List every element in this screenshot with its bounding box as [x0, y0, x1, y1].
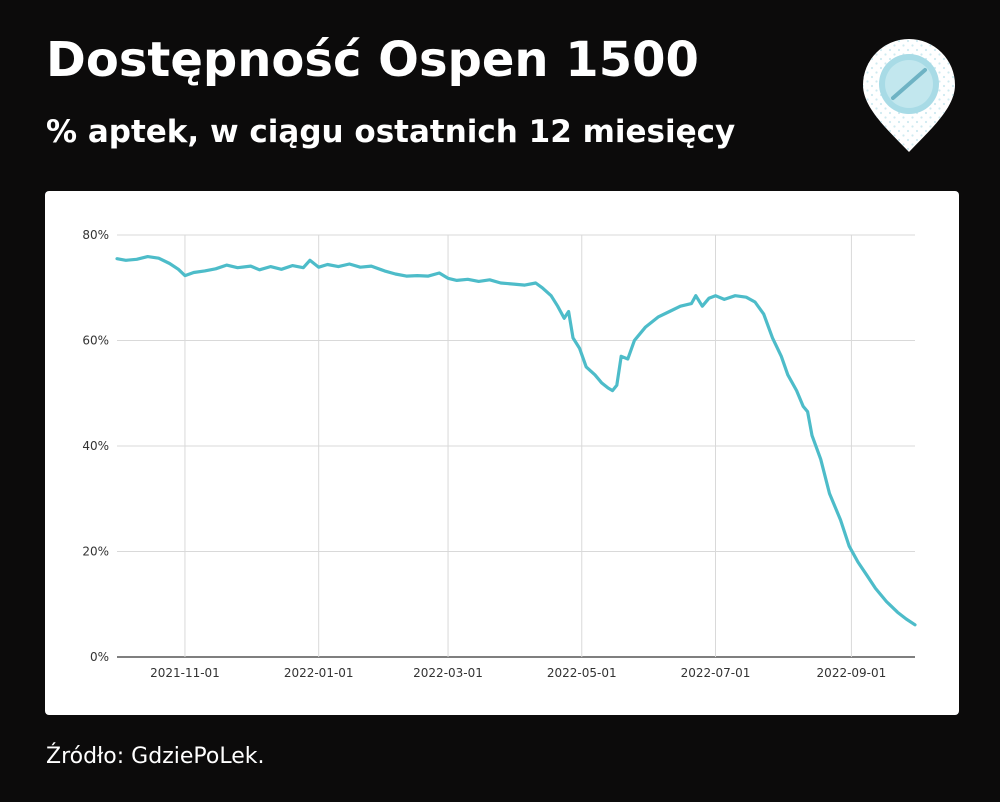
x-tick-label: 2022-01-01	[284, 666, 354, 680]
series-line	[115, 255, 917, 627]
source-note: Źródło: GdziePoLek.	[46, 744, 265, 769]
chart-card: 0% 20% 40% 60% 80% 2021-11-01 2022-01-01 2022-…	[45, 191, 959, 715]
page-subtitle: % aptek, w ciągu ostatnich 12 miesięcy	[46, 114, 736, 150]
line-chart: 0% 20% 40% 60% 80% 2021-11-01 2022-01-01 2022-…	[82, 228, 917, 680]
x-tick-label: 2022-07-01	[681, 666, 751, 680]
y-tick-labels: 0% 20% 40% 60% 80%	[82, 228, 109, 664]
logo-graphic	[863, 39, 955, 152]
y-tick-label: 0%	[90, 650, 109, 664]
y-tick-label: 60%	[82, 334, 109, 348]
pill-score-line	[891, 68, 927, 100]
x-gridlines	[184, 235, 852, 657]
y-tick-label: 40%	[82, 439, 109, 453]
x-tick-label: 2022-09-01	[817, 666, 887, 680]
y-tick-label: 80%	[82, 228, 109, 242]
x-tick-label: 2022-05-01	[547, 666, 617, 680]
pill-location-pin-icon	[860, 38, 958, 156]
x-tick-labels: 2021-11-01 2022-01-01 2022-03-01 2022-05-01…	[150, 666, 886, 680]
x-tick-label: 2022-03-01	[413, 666, 483, 680]
page-title: Dostępność Ospen 1500	[46, 32, 699, 88]
y-tick-label: 20%	[82, 545, 109, 559]
x-tick-label: 2021-11-01	[150, 666, 220, 680]
y-gridlines	[117, 234, 915, 658]
